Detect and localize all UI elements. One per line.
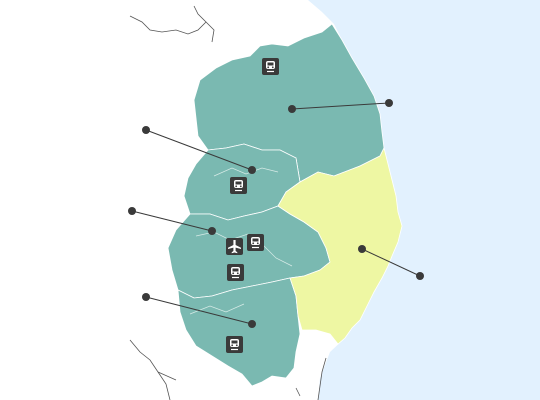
callout-coast[interactable] (358, 245, 424, 280)
callouts (128, 99, 424, 328)
train-icon[interactable] (230, 177, 247, 194)
neighbor-borders (129, 5, 327, 400)
train-icon[interactable] (262, 58, 279, 75)
callout-central-west[interactable] (142, 126, 256, 174)
train-icon[interactable] (247, 234, 264, 251)
icons (226, 58, 279, 353)
region-coast[interactable] (277, 146, 403, 345)
callout-west[interactable] (128, 207, 216, 235)
train-icon[interactable] (227, 264, 244, 281)
callout-south[interactable] (142, 293, 256, 328)
callout-north[interactable] (288, 99, 393, 113)
region-south[interactable] (177, 277, 301, 387)
train-icon[interactable] (226, 336, 243, 353)
airplane-icon[interactable] (226, 238, 243, 255)
sea (308, 0, 540, 400)
regions (167, 23, 403, 387)
